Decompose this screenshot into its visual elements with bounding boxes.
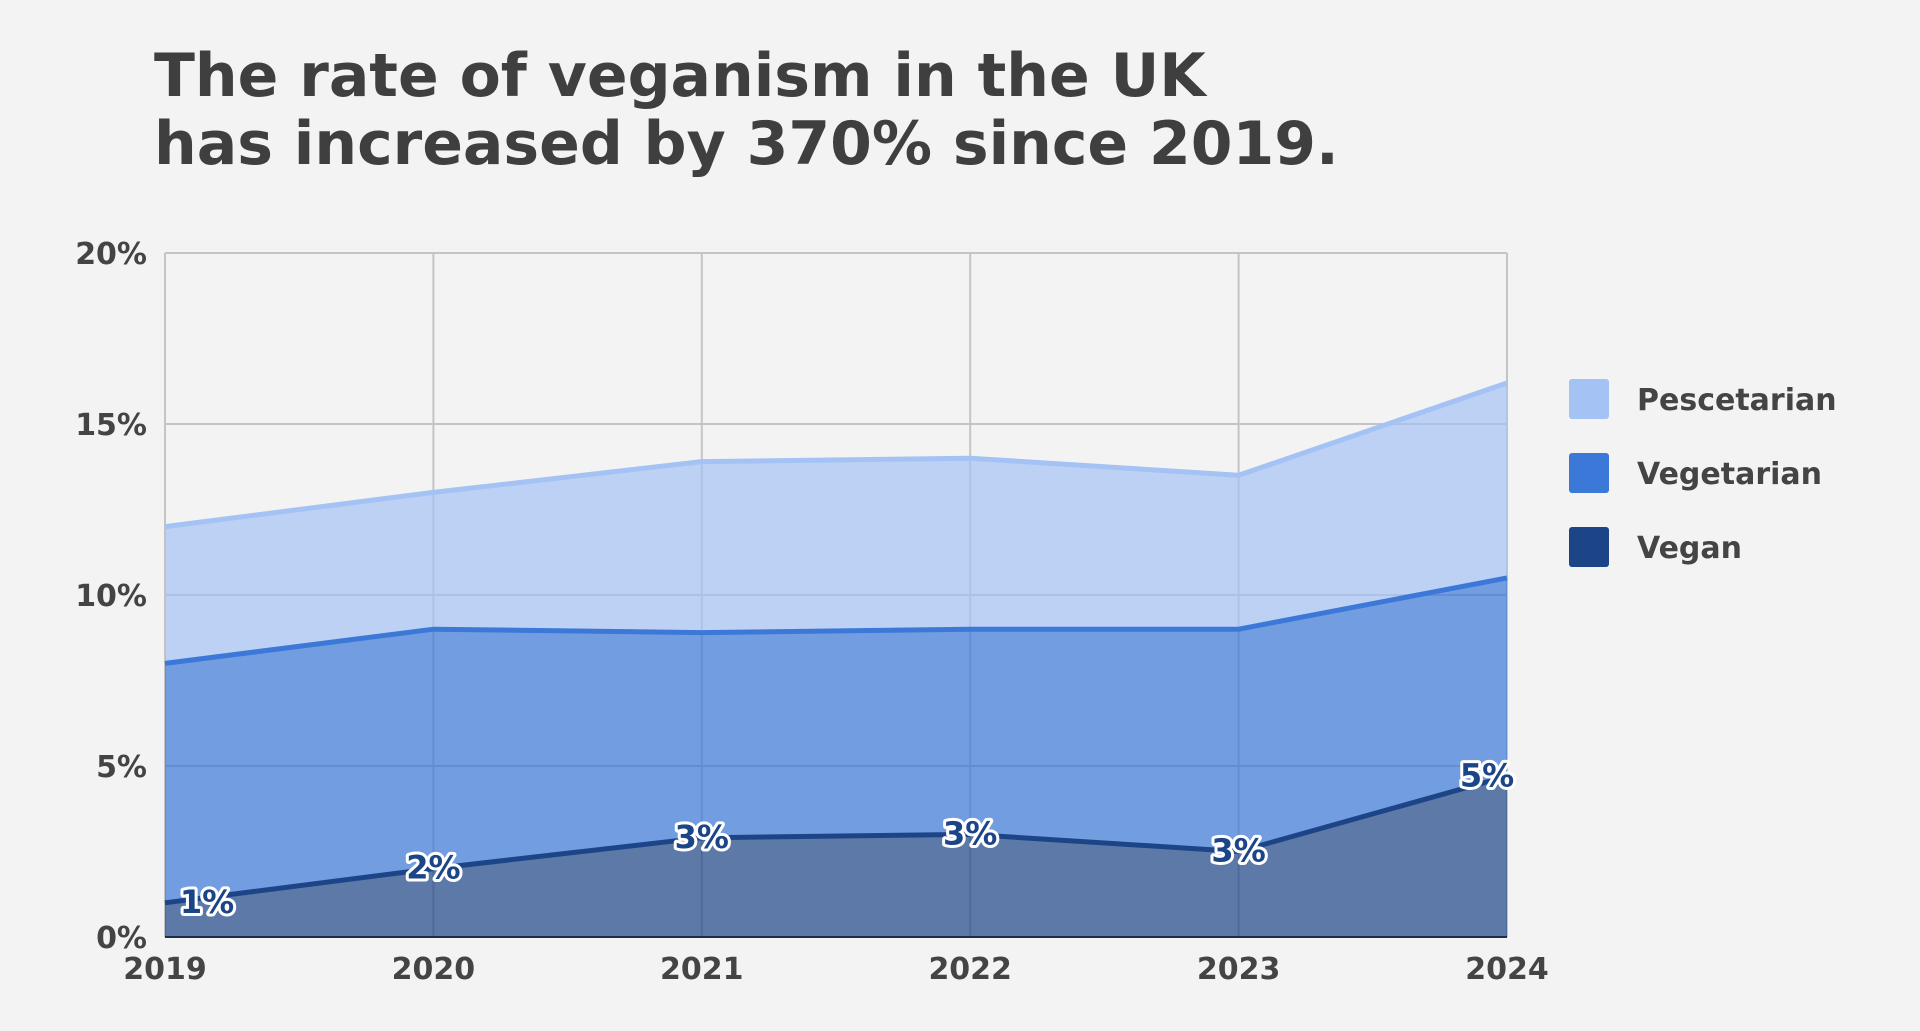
legend-label: Pescetarian [1637, 383, 1837, 418]
data-label: 3% [943, 814, 997, 852]
y-tick-label: 20% [75, 237, 147, 272]
overlay: 1% 2% 3% 3% 3% 5% [164, 380, 1517, 924]
area-line [164, 773, 1508, 906]
x-tick-label: 2019 [123, 952, 207, 987]
y-tick-label: 0% [96, 921, 147, 956]
legend-swatch [1569, 453, 1609, 493]
legend-swatch [1569, 527, 1609, 567]
areas [165, 382, 1507, 937]
x-tick-label: 2021 [660, 952, 744, 987]
x-tick-label: 2024 [1465, 952, 1549, 987]
area [165, 577, 1507, 903]
y-tick-label: 15% [75, 408, 147, 443]
legend-label: Vegan [1637, 531, 1742, 566]
x-tick-label: 2020 [392, 952, 476, 987]
x-tick-label: 2023 [1197, 952, 1281, 987]
area [165, 382, 1507, 664]
chart-title: has increased by 370% since 2019. [154, 109, 1339, 179]
legend-label: Vegetarian [1637, 457, 1822, 492]
legend-swatch [1569, 379, 1609, 419]
area-line [164, 575, 1508, 666]
data-label: 2% [406, 849, 460, 887]
data-label: 3% [1211, 832, 1265, 870]
area-line [164, 380, 1508, 530]
chart-title: The rate of veganism in the UK [154, 41, 1208, 111]
data-label: 3% [675, 818, 729, 856]
area [165, 776, 1507, 937]
y-tick-label: 10% [75, 579, 147, 614]
x-tick-label: 2022 [928, 952, 1012, 987]
data-label: 1% [180, 883, 234, 921]
y-tick-label: 5% [96, 750, 147, 785]
data-label: 5% [1460, 756, 1514, 794]
